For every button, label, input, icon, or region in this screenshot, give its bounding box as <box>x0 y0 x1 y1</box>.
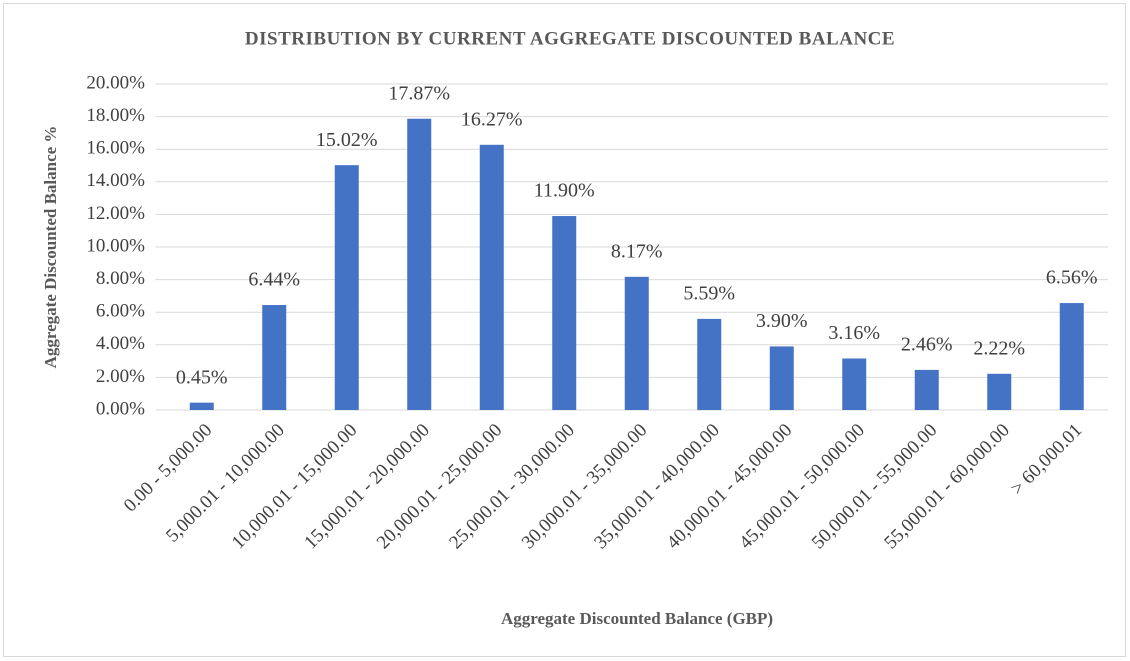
bar <box>697 318 722 410</box>
bar <box>334 165 359 410</box>
bar <box>624 276 649 410</box>
y-tick-label: 6.00% <box>96 301 145 322</box>
y-tick-label: 18.00% <box>86 105 145 126</box>
data-label: 15.02% <box>316 129 378 151</box>
bar <box>842 358 867 410</box>
bar <box>552 216 577 410</box>
data-label: 2.46% <box>901 333 953 355</box>
bar <box>1059 303 1084 410</box>
y-tick-label: 8.00% <box>96 268 145 289</box>
chart-title: DISTRIBUTION BY CURRENT AGGREGATE DISCOU… <box>245 28 895 49</box>
data-label: 3.90% <box>756 310 808 332</box>
bar <box>987 373 1012 410</box>
y-tick-label: 16.00% <box>86 138 145 159</box>
y-tick-label: 10.00% <box>86 235 145 256</box>
bar <box>914 369 939 410</box>
y-tick-label: 14.00% <box>86 170 145 191</box>
bar <box>262 305 287 410</box>
data-label: 3.16% <box>828 322 880 344</box>
x-axis-label: Aggregate Discounted Balance (GBP) <box>501 609 773 628</box>
data-label: 5.59% <box>683 282 735 304</box>
bar <box>407 118 432 411</box>
data-label: 6.56% <box>1046 267 1098 289</box>
y-tick-label: 2.00% <box>96 366 145 387</box>
y-axis-label: Aggregate Discounted Balance % <box>41 126 60 369</box>
data-label: 17.87% <box>388 82 450 104</box>
y-tick-label: 12.00% <box>86 203 145 224</box>
data-label: 2.22% <box>973 337 1025 359</box>
data-label: 0.45% <box>176 366 228 388</box>
data-label: 16.27% <box>461 108 523 130</box>
bar <box>189 402 214 410</box>
y-tick-label: 0.00% <box>96 398 145 419</box>
y-tick-label: 4.00% <box>96 333 145 354</box>
bar <box>769 346 794 410</box>
bar <box>479 144 504 410</box>
y-tick-label: 20.00% <box>86 72 145 93</box>
data-label: 6.44% <box>248 269 300 291</box>
data-label: 11.90% <box>534 180 595 202</box>
data-label: 8.17% <box>611 240 663 262</box>
